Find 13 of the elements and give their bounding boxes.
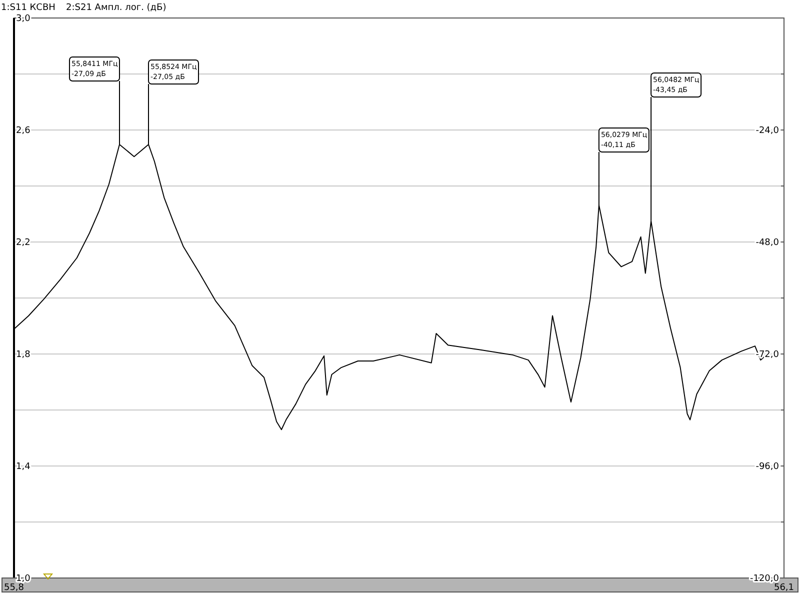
y2-tick-label: -24,0 <box>756 126 780 136</box>
y-tick-label: 1,0 <box>16 574 31 584</box>
y-tick-label: 1,8 <box>16 350 31 360</box>
x-tick-label: 55,8 <box>4 583 24 593</box>
y2-tick-label: -96,0 <box>756 462 780 472</box>
y2-tick-label: -48,0 <box>756 238 780 248</box>
y2-tick-label: -120,0 <box>750 574 780 584</box>
y-tick-label: 2,6 <box>16 126 31 136</box>
x-tick-label: 56,1 <box>774 583 794 593</box>
chart-subtitle: 2:S21 Ампл. лог. (дБ) <box>66 3 166 13</box>
chart-title: 1:S11 КСВН <box>1 3 56 13</box>
y-tick-label: 2,2 <box>16 238 30 248</box>
y-tick-label: 1,4 <box>16 462 31 472</box>
